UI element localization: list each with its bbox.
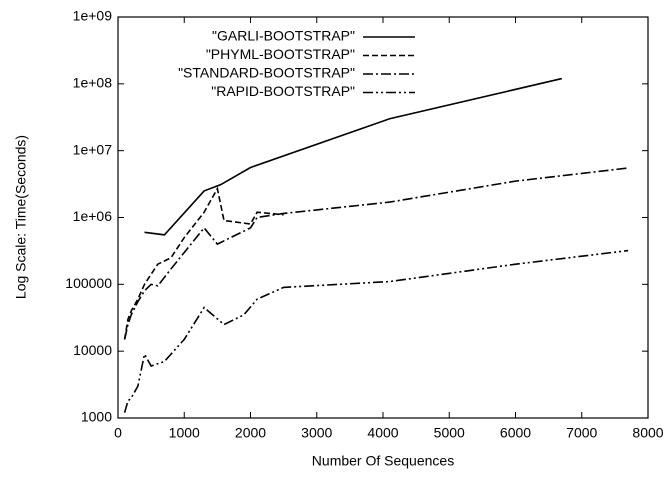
x-tick-label: 6000 (500, 425, 531, 441)
y-axis-label: Log Scale: Time(Seconds) (13, 135, 29, 299)
y-tick-label: 1e+06 (73, 208, 113, 224)
x-tick-label: 5000 (434, 425, 465, 441)
series-line (123, 186, 284, 340)
y-tick-label: 1000 (81, 409, 112, 425)
x-tick-label: 0 (114, 425, 122, 441)
x-tick-label: 1000 (169, 425, 200, 441)
series-line (144, 77, 563, 236)
y-tick-label: 1e+08 (73, 75, 113, 91)
x-tick-label: 4000 (367, 425, 398, 441)
y-tick-label: 10000 (73, 342, 112, 358)
legend-label: "GARLI-BOOTSTRAP" (212, 28, 355, 44)
y-tick-label: 100000 (65, 275, 112, 291)
y-tick-label: 1e+09 (73, 8, 113, 24)
x-tick-label: 7000 (566, 425, 597, 441)
x-tick-label: 8000 (632, 425, 663, 441)
legend-label: "RAPID-BOOTSTRAP" (211, 83, 355, 99)
legend-label: "PHYML-BOOTSTRAP" (206, 46, 355, 62)
series-line (123, 167, 629, 340)
legend-label: "STANDARD-BOOTSTRAP" (178, 65, 355, 81)
x-tick-label: 2000 (235, 425, 266, 441)
x-tick-label: 3000 (301, 425, 332, 441)
series-line (123, 249, 629, 413)
x-axis-label: Number Of Sequences (312, 453, 454, 469)
y-tick-label: 1e+07 (73, 141, 113, 157)
